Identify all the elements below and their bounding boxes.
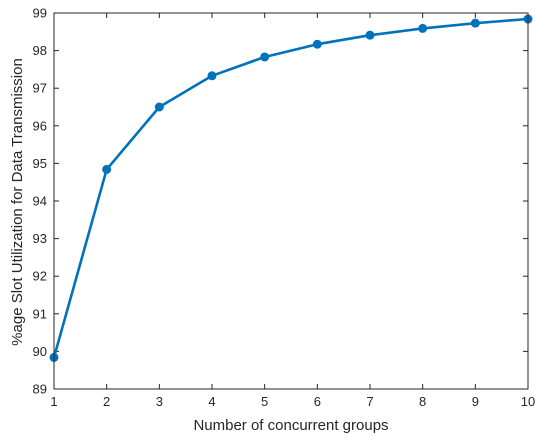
data-point bbox=[207, 71, 217, 81]
x-tick-label: 1 bbox=[50, 394, 57, 409]
data-point bbox=[312, 39, 322, 49]
x-tick-label: 9 bbox=[472, 394, 479, 409]
y-tick-label: 93 bbox=[33, 231, 47, 246]
axes-frame bbox=[53, 12, 529, 390]
x-tick-label: 8 bbox=[419, 394, 426, 409]
data-point bbox=[365, 30, 375, 40]
y-tick-label: 90 bbox=[33, 344, 47, 359]
series-line bbox=[52, 17, 530, 359]
data-point bbox=[418, 23, 428, 33]
data-point bbox=[154, 102, 164, 112]
plot-background bbox=[54, 13, 528, 389]
x-axis-label: Number of concurrent groups bbox=[193, 417, 388, 434]
y-tick-label: 91 bbox=[33, 306, 47, 321]
y-axis-label: %age Slot Utilization for Data Transmiss… bbox=[9, 58, 26, 346]
x-tick-label: 5 bbox=[261, 394, 268, 409]
y-tick-label: 98 bbox=[33, 43, 47, 58]
y-tick-label: 99 bbox=[33, 6, 47, 21]
x-tick-label: 7 bbox=[366, 394, 373, 409]
plot-area bbox=[54, 13, 528, 389]
series-layer bbox=[49, 14, 533, 362]
y-tick-label: 89 bbox=[33, 382, 47, 397]
x-tick-label: 4 bbox=[208, 394, 215, 409]
axes-box bbox=[53, 12, 529, 390]
x-tick-label: 10 bbox=[521, 394, 535, 409]
x-tick-label: 6 bbox=[314, 394, 321, 409]
data-point bbox=[102, 164, 112, 174]
y-tick-label: 96 bbox=[33, 118, 47, 133]
data-point bbox=[470, 18, 480, 28]
y-tick-label: 97 bbox=[33, 81, 47, 96]
y-tick-label: 95 bbox=[33, 156, 47, 171]
y-tick-label: 94 bbox=[33, 194, 47, 209]
x-tick-label: 3 bbox=[156, 394, 163, 409]
y-tick-label: 92 bbox=[33, 269, 47, 284]
x-tick-label: 2 bbox=[103, 394, 110, 409]
data-point bbox=[260, 52, 270, 62]
